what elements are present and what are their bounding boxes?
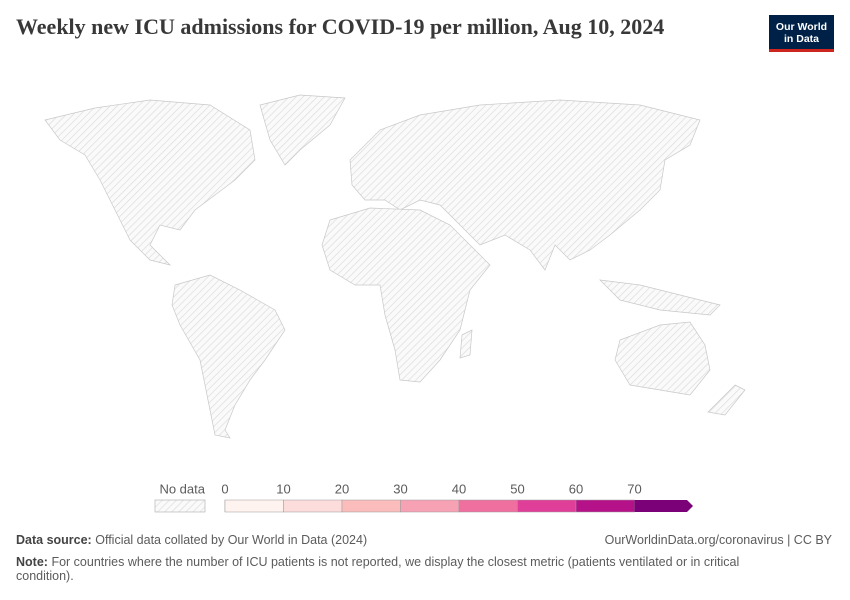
logo[interactable]: Our World in Data bbox=[769, 15, 834, 52]
legend-tick-label: 30 bbox=[393, 481, 407, 496]
legend-swatch bbox=[224, 499, 284, 513]
legend-tick-label: 50 bbox=[510, 481, 524, 496]
no-data-label: No data bbox=[159, 481, 205, 496]
new-zealand[interactable] bbox=[707, 384, 746, 416]
note: Note: For countries where the number of … bbox=[16, 555, 796, 583]
legend-swatch bbox=[283, 499, 343, 513]
eurasia[interactable] bbox=[349, 99, 701, 271]
madagascar[interactable] bbox=[459, 329, 473, 359]
url[interactable]: OurWorldinData.org/coronavirus | CC BY bbox=[604, 533, 832, 547]
legend-tick-label: 70 bbox=[627, 481, 641, 496]
legend-tick-label: 20 bbox=[335, 481, 349, 496]
legend-tick-label: 10 bbox=[276, 481, 290, 496]
source-text: Official data collated by Our World in D… bbox=[95, 533, 368, 547]
legend: No data 0 10 20 30 40 50 60 70 bbox=[154, 481, 693, 513]
africa[interactable] bbox=[321, 207, 491, 383]
note-text: For countries where the number of ICU pa… bbox=[16, 555, 740, 583]
legend-swatch bbox=[341, 499, 401, 513]
legend-swatch bbox=[458, 499, 518, 513]
australia[interactable] bbox=[614, 321, 711, 396]
logo-line: Our World bbox=[775, 21, 828, 33]
legend-swatch bbox=[517, 499, 577, 513]
legend-swatch bbox=[575, 499, 635, 513]
legend-swatch bbox=[634, 500, 693, 512]
source-label: Data source: bbox=[16, 533, 92, 547]
source: Data source: Official data collated by O… bbox=[16, 533, 367, 547]
title: Weekly new ICU admissions for COVID-19 p… bbox=[16, 14, 665, 39]
note-label: Note: bbox=[16, 555, 48, 569]
legend-tick-label: 40 bbox=[452, 481, 466, 496]
greenland[interactable] bbox=[259, 94, 346, 166]
southeast-asia[interactable] bbox=[599, 279, 721, 316]
legend-swatch bbox=[400, 499, 460, 513]
legend-tick-label: 60 bbox=[569, 481, 583, 496]
north-america[interactable] bbox=[44, 99, 256, 266]
no-data-swatch bbox=[154, 499, 206, 513]
logo-line: in Data bbox=[783, 33, 819, 45]
legend-tick-label: 0 bbox=[221, 481, 228, 496]
world-map bbox=[44, 94, 746, 439]
south-america[interactable] bbox=[171, 274, 286, 439]
